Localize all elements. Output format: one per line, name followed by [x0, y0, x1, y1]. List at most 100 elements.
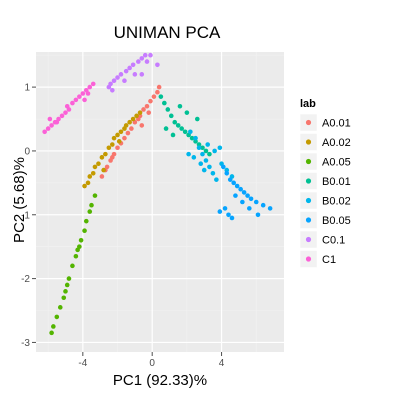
data-point	[139, 72, 145, 77]
data-point	[82, 97, 87, 103]
data-point	[54, 314, 60, 320]
legend-key-dot	[305, 119, 312, 126]
data-point	[101, 167, 106, 173]
data-point	[248, 196, 254, 202]
y-tick-label: -3	[21, 338, 30, 349]
data-point	[175, 123, 181, 128]
data-point	[51, 324, 56, 329]
data-point	[163, 126, 169, 131]
data-point	[115, 145, 120, 151]
data-points	[42, 52, 273, 336]
data-point	[115, 75, 120, 80]
data-point	[42, 129, 47, 135]
data-point	[85, 91, 91, 96]
legend-label: B0.05	[322, 215, 351, 227]
data-point	[110, 87, 115, 93]
data-point	[193, 135, 198, 141]
data-point	[90, 81, 96, 87]
data-point	[189, 135, 195, 141]
chart-title: UNIMAN PCA	[114, 23, 221, 42]
data-point	[201, 167, 207, 173]
data-point	[134, 113, 139, 119]
data-point	[182, 129, 188, 135]
data-point	[205, 142, 210, 147]
data-point	[85, 180, 91, 186]
data-point	[179, 126, 184, 131]
legend: A0.01 A0.02 A0.05 B0.01 B0.02 B0.05 C0.1 C1	[299, 113, 351, 268]
legend-label: A0.02	[322, 137, 351, 149]
axis-ticks: -4 0 4 1 0 -1 -2 -3	[21, 83, 225, 369]
data-point	[168, 113, 174, 119]
data-point	[170, 132, 176, 138]
data-point	[77, 244, 82, 249]
data-point	[203, 158, 209, 163]
data-point	[129, 126, 134, 131]
data-point	[156, 84, 162, 90]
data-point	[110, 142, 115, 147]
data-point	[118, 129, 124, 135]
data-point	[127, 119, 132, 125]
data-point	[217, 209, 223, 214]
data-point	[198, 161, 204, 167]
legend-key-dot	[305, 139, 312, 145]
data-point	[83, 218, 89, 224]
y-axis-title: PC2 (5.68)%	[11, 157, 28, 243]
data-point	[203, 148, 209, 154]
data-point	[184, 110, 190, 115]
data-point	[47, 116, 53, 122]
legend-key-dot	[305, 178, 312, 184]
data-point	[207, 151, 212, 157]
data-point	[132, 72, 138, 77]
data-point	[127, 65, 132, 71]
data-point	[207, 164, 212, 170]
data-point	[87, 209, 93, 214]
data-point	[54, 119, 60, 125]
data-point	[96, 161, 101, 167]
data-point	[123, 68, 129, 74]
data-point	[57, 305, 63, 310]
data-point	[177, 103, 183, 109]
data-point	[155, 89, 160, 95]
data-point	[115, 132, 120, 138]
legend-key-dot	[305, 256, 312, 262]
data-point	[92, 193, 98, 198]
data-point	[226, 212, 231, 218]
data-point	[214, 177, 219, 182]
data-point	[217, 145, 223, 151]
data-point	[144, 59, 150, 64]
data-point	[61, 295, 67, 301]
legend-label: A0.05	[322, 157, 351, 169]
data-point	[87, 174, 93, 179]
data-point	[212, 148, 217, 154]
data-point	[155, 62, 160, 68]
data-point	[229, 215, 235, 221]
data-point	[245, 193, 250, 198]
data-point	[188, 129, 193, 135]
data-point	[146, 110, 152, 115]
data-point	[137, 113, 143, 119]
data-point	[87, 84, 93, 90]
data-point	[221, 164, 226, 170]
data-point	[139, 123, 145, 128]
data-point	[200, 145, 205, 151]
data-point	[70, 100, 75, 106]
y-tick-label: 1	[24, 83, 30, 94]
data-point	[253, 199, 259, 205]
data-point	[247, 206, 252, 211]
x-tick-label: 0	[149, 358, 155, 369]
data-point	[224, 167, 230, 173]
data-point	[240, 199, 245, 205]
data-point	[118, 72, 124, 77]
data-point	[49, 330, 54, 336]
x-tick-label: 4	[219, 358, 225, 369]
legend-key-dot	[305, 197, 312, 204]
legend-key-dot	[305, 236, 312, 243]
data-point	[45, 126, 51, 131]
legend-title: lab	[300, 98, 316, 110]
series-B0.01	[158, 94, 212, 157]
x-axis-title: PC1 (92.33)%	[113, 372, 207, 389]
data-point	[231, 180, 237, 186]
data-point	[186, 151, 191, 157]
data-point	[106, 145, 112, 151]
